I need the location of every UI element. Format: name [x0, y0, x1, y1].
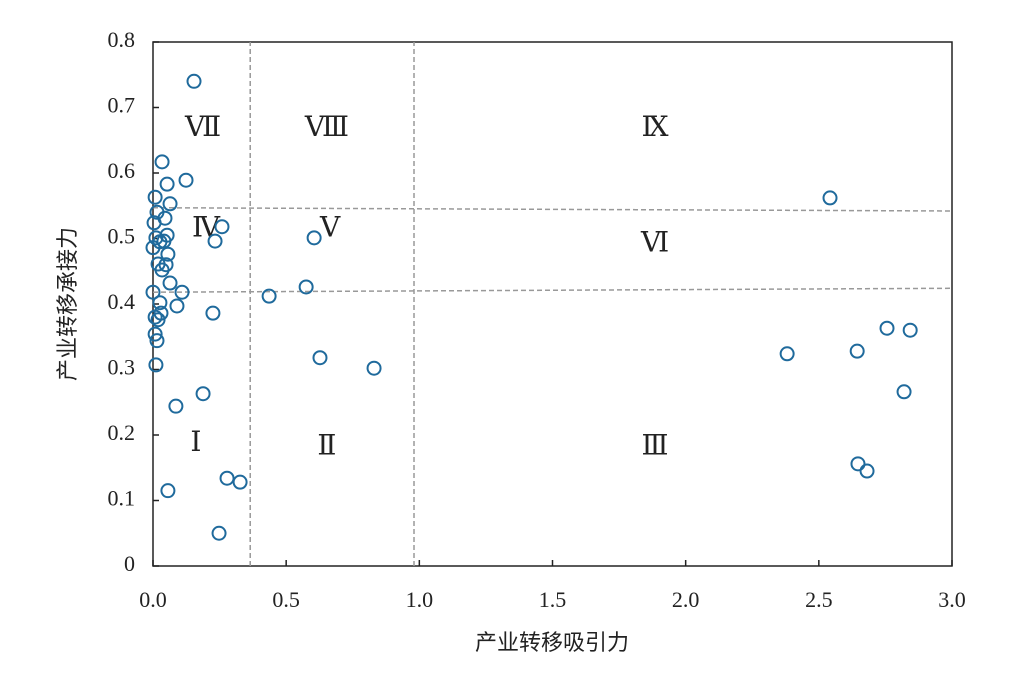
point: [211, 525, 227, 541]
point: [152, 295, 168, 311]
point: [205, 305, 221, 321]
point: [312, 350, 328, 366]
reference-line: [152, 206, 953, 212]
point: [849, 343, 865, 359]
point: [195, 386, 211, 402]
point: [298, 279, 314, 295]
y-tick-label: 0.2: [108, 420, 136, 445]
y-tick-label: 0.4: [108, 289, 136, 314]
region-label: Ⅱ: [317, 431, 336, 462]
x-axis-label: 产业转移吸引力: [475, 630, 629, 655]
point: [214, 219, 230, 235]
point: [159, 176, 175, 192]
y-axis-label: 产业转移承接力: [55, 227, 80, 381]
point: [902, 322, 918, 338]
point: [160, 483, 176, 499]
point: [186, 73, 202, 89]
plot-frame: [152, 41, 953, 567]
y-tick-label: 0.1: [108, 486, 136, 511]
y-tick-label: 0.3: [108, 355, 136, 380]
region-label: Ⅲ: [642, 431, 669, 462]
x-tick-label: 0.0: [139, 587, 167, 612]
point: [178, 172, 194, 188]
region-label: Ⅰ: [190, 427, 201, 458]
x-tick-label: 1.5: [539, 587, 567, 612]
point: [850, 456, 866, 472]
y-tick-label: 0: [124, 551, 135, 576]
point: [148, 230, 164, 246]
point: [148, 357, 164, 373]
point: [896, 384, 912, 400]
region-label: Ⅶ: [184, 112, 221, 143]
point: [169, 298, 185, 314]
point: [306, 230, 322, 246]
point: [162, 275, 178, 291]
point: [154, 262, 170, 278]
x-tick-label: 2.0: [672, 587, 700, 612]
region-label: Ⅳ: [192, 212, 221, 243]
x-tick-label: 3.0: [938, 587, 966, 612]
point: [366, 360, 382, 376]
point: [147, 189, 163, 205]
point: [145, 284, 161, 300]
region-label: Ⅸ: [642, 112, 669, 143]
point: [145, 240, 161, 256]
x-tick-label: 1.0: [406, 587, 434, 612]
region-label: Ⅵ: [640, 227, 669, 258]
region-label: Ⅴ: [319, 212, 341, 243]
y-tick-label: 0.6: [108, 158, 136, 183]
point: [219, 470, 235, 486]
y-tick-label: 0.5: [108, 224, 136, 249]
point: [207, 233, 223, 249]
point: [154, 154, 170, 170]
point: [150, 312, 166, 328]
point: [156, 233, 172, 249]
point: [822, 190, 838, 206]
point: [147, 326, 163, 342]
point: [162, 196, 178, 212]
point: [146, 215, 162, 231]
point: [261, 288, 277, 304]
y-tick-label: 0.7: [108, 93, 136, 118]
point: [147, 309, 163, 325]
reference-line: [152, 287, 953, 293]
point: [859, 463, 875, 479]
region-label: Ⅷ: [304, 112, 349, 143]
point: [174, 284, 190, 300]
point: [779, 346, 795, 362]
x-tick-label: 0.5: [272, 587, 300, 612]
point: [168, 398, 184, 414]
point: [232, 474, 248, 490]
x-tick-label: 2.5: [805, 587, 833, 612]
y-tick-label: 0.8: [108, 27, 136, 52]
point: [879, 320, 895, 336]
point: [160, 246, 176, 262]
point: [149, 333, 165, 349]
